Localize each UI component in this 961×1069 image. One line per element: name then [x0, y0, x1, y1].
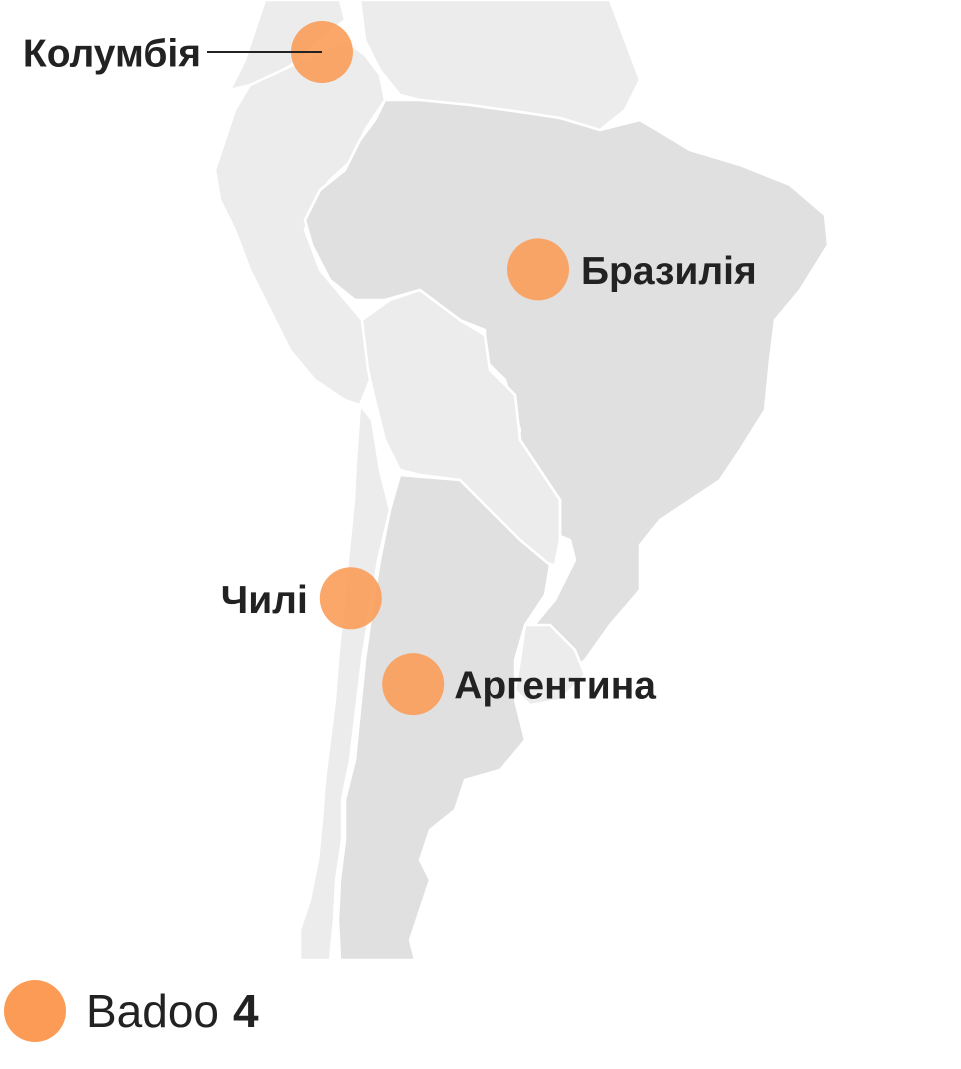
label-chile: Чилі [221, 579, 308, 622]
marker-argentina [382, 653, 445, 716]
uruguay-landmass [513, 623, 587, 707]
label-argentina: Аргентина [454, 665, 656, 708]
brazil-bolivia-border [360, 288, 562, 542]
legend: Badoo 4 [4, 980, 259, 1042]
south-america-map: Колумбія Бразилія Чилі Аргентина [23, 0, 830, 960]
andes-border [303, 98, 387, 222]
orange-circle-icon [4, 980, 66, 1042]
border-layer [303, 98, 562, 542]
legend-label: Badoo [86, 985, 220, 1037]
legend-value: 4 [233, 985, 259, 1037]
land-layer [213, 0, 830, 960]
label-brazil: Бразилія [581, 250, 757, 293]
marker-chile [319, 567, 382, 630]
argentina-landmass [336, 473, 552, 960]
map-canvas: Колумбія Бразилія Чилі Аргентина [23, 0, 830, 960]
markers-layer: Колумбія Бразилія Чилі Аргентина [23, 21, 757, 716]
label-colombia: Колумбія [23, 33, 201, 76]
marker-brazil [507, 238, 569, 301]
